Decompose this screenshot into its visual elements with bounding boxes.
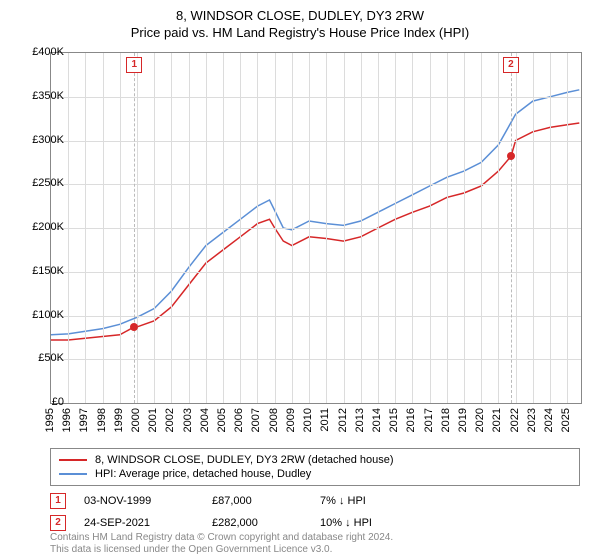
sale-row-marker: 2 xyxy=(50,515,66,531)
plot-region: 12 xyxy=(50,52,582,404)
legend-label: 8, WINDSOR CLOSE, DUDLEY, DY3 2RW (detac… xyxy=(95,454,394,466)
x-axis-label: 1998 xyxy=(96,408,108,432)
x-axis-label: 2020 xyxy=(474,408,486,432)
x-axis-label: 1997 xyxy=(78,408,90,432)
legend-swatch xyxy=(59,473,87,475)
sale-price: £87,000 xyxy=(212,495,302,507)
chart-container: 8, WINDSOR CLOSE, DUDLEY, DY3 2RW Price … xyxy=(0,0,600,560)
y-axis-label: £400K xyxy=(32,46,64,58)
legend: 8, WINDSOR CLOSE, DUDLEY, DY3 2RW (detac… xyxy=(50,448,580,486)
x-axis-label: 2015 xyxy=(388,408,400,432)
x-axis-label: 2025 xyxy=(560,408,572,432)
sales-table: 1 03-NOV-1999 £87,000 7% ↓ HPI 2 24-SEP-2021 £… xyxy=(50,490,580,534)
x-axis-label: 2005 xyxy=(216,408,228,432)
x-axis-label: 2019 xyxy=(457,408,469,432)
sale-row: 2 24-SEP-2021 £282,000 10% ↓ HPI xyxy=(50,512,580,534)
x-axis-label: 2013 xyxy=(354,408,366,432)
sale-date: 03-NOV-1999 xyxy=(84,495,194,507)
y-axis-label: £300K xyxy=(32,134,64,146)
y-axis-label: £250K xyxy=(32,177,64,189)
x-axis-label: 2011 xyxy=(319,408,331,432)
sale-row-marker: 1 xyxy=(50,493,66,509)
x-axis-label: 2008 xyxy=(268,408,280,432)
legend-item: 8, WINDSOR CLOSE, DUDLEY, DY3 2RW (detac… xyxy=(59,453,571,467)
x-axis-label: 1995 xyxy=(44,408,56,432)
x-axis-label: 2018 xyxy=(440,408,452,432)
y-axis-label: £100K xyxy=(32,309,64,321)
x-axis-label: 2022 xyxy=(509,408,521,432)
y-axis-label: £150K xyxy=(32,265,64,277)
sale-marker-flag: 2 xyxy=(503,57,519,73)
x-axis-label: 2014 xyxy=(371,408,383,432)
footer-line-2: This data is licensed under the Open Gov… xyxy=(50,544,393,556)
sale-marker-dot xyxy=(130,323,138,331)
legend-item: HPI: Average price, detached house, Dudl… xyxy=(59,467,571,481)
x-axis-label: 2023 xyxy=(526,408,538,432)
sale-pct: 7% ↓ HPI xyxy=(320,495,410,507)
x-axis-label: 2012 xyxy=(337,408,349,432)
sale-marker-flag: 1 xyxy=(126,57,142,73)
y-axis-label: £200K xyxy=(32,221,64,233)
x-axis-label: 2024 xyxy=(543,408,555,432)
sale-pct: 10% ↓ HPI xyxy=(320,517,410,529)
y-axis-label: £50K xyxy=(38,352,64,364)
legend-swatch xyxy=(59,459,87,461)
sale-price: £282,000 xyxy=(212,517,302,529)
footer-line-1: Contains HM Land Registry data © Crown c… xyxy=(50,532,393,544)
x-axis-label: 2021 xyxy=(491,408,503,432)
x-axis-label: 2000 xyxy=(130,408,142,432)
x-axis-label: 1999 xyxy=(113,408,125,432)
x-axis-label: 2017 xyxy=(423,408,435,432)
x-axis-label: 2016 xyxy=(405,408,417,432)
x-axis-label: 2001 xyxy=(147,408,159,432)
x-axis-label: 2006 xyxy=(233,408,245,432)
y-axis-label: £350K xyxy=(32,90,64,102)
x-axis-label: 2009 xyxy=(285,408,297,432)
sale-row: 1 03-NOV-1999 £87,000 7% ↓ HPI xyxy=(50,490,580,512)
x-axis-label: 2007 xyxy=(250,408,262,432)
sale-marker-dot xyxy=(507,152,515,160)
chart-area: 12 xyxy=(50,52,580,402)
page-title: 8, WINDSOR CLOSE, DUDLEY, DY3 2RW xyxy=(0,0,600,23)
y-axis-label: £0 xyxy=(52,396,64,408)
x-axis-label: 2010 xyxy=(302,408,314,432)
legend-label: HPI: Average price, detached house, Dudl… xyxy=(95,468,311,480)
sale-date: 24-SEP-2021 xyxy=(84,517,194,529)
x-axis-label: 1996 xyxy=(61,408,73,432)
x-axis-label: 2004 xyxy=(199,408,211,432)
page-subtitle: Price paid vs. HM Land Registry's House … xyxy=(0,23,600,48)
x-axis-label: 2002 xyxy=(164,408,176,432)
footer-attribution: Contains HM Land Registry data © Crown c… xyxy=(50,532,393,556)
x-axis-label: 2003 xyxy=(182,408,194,432)
